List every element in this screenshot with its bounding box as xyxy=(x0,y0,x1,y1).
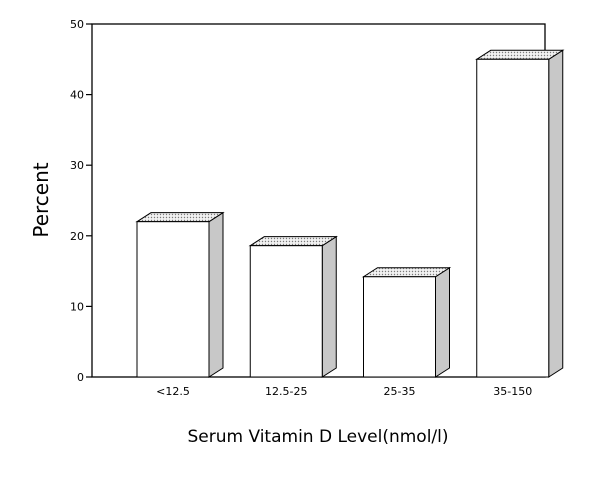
x-tick-label: <12.5 xyxy=(156,385,190,398)
y-tick-label: 30 xyxy=(70,159,84,172)
bar-front-face xyxy=(476,58,550,378)
bar-top-face xyxy=(361,267,452,278)
x-tick-label: 25-35 xyxy=(384,385,416,398)
bar-top-face xyxy=(248,236,338,247)
bar-side-face xyxy=(208,211,224,378)
bar xyxy=(135,211,225,378)
y-tick-label: 0 xyxy=(77,371,84,384)
y-tick-label: 50 xyxy=(70,18,84,31)
bar xyxy=(248,235,338,378)
bar-top-face xyxy=(135,212,225,223)
bar-top-face xyxy=(475,49,565,60)
bar-front-face xyxy=(136,221,210,378)
bar-side-face xyxy=(548,49,564,378)
bar-side-face xyxy=(321,235,337,378)
y-tick-label: 40 xyxy=(70,89,84,102)
bar-front-face xyxy=(363,276,436,378)
bar xyxy=(361,266,452,378)
y-tick-label: 20 xyxy=(70,230,84,243)
bar-side-face xyxy=(435,266,450,378)
x-tick-label: 12.5-25 xyxy=(265,385,307,398)
bars xyxy=(135,49,565,378)
x-tick-label: 35-150 xyxy=(493,385,532,398)
y-axis-ticks: 0 10 20 30 40 50 xyxy=(70,18,92,384)
y-axis-title: Percent xyxy=(29,162,53,237)
x-axis-title: Serum Vitamin D Level(nmol/l) xyxy=(187,427,448,447)
bar-front-face xyxy=(249,245,323,378)
y-tick-label: 10 xyxy=(70,300,84,313)
bar xyxy=(475,49,565,378)
x-axis-ticks: <12.5 12.5-25 25-35 35-150 xyxy=(156,385,532,398)
